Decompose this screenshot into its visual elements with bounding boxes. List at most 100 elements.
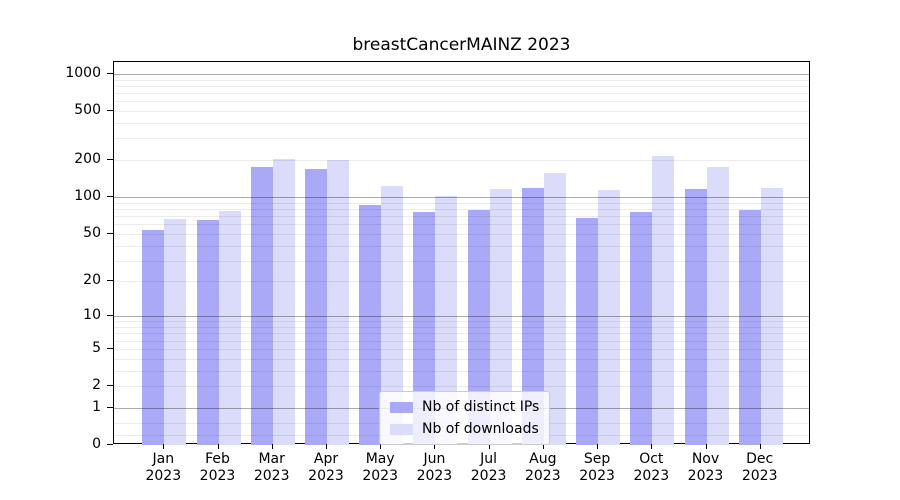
gridline (114, 358, 809, 360)
x-tick-label: Dec 2023 (741, 451, 778, 484)
gridline (114, 208, 809, 210)
bar-distinct-ips (576, 218, 599, 445)
plot-area (113, 61, 810, 445)
bar-distinct-ips (630, 212, 653, 445)
bar-downloads (272, 158, 295, 445)
legend-item-distinct-ips: Nb of distinct IPs (390, 398, 539, 416)
x-tick-label: Apr 2023 (308, 451, 344, 484)
bar-downloads (760, 188, 783, 445)
bar-distinct-ips (684, 189, 707, 445)
y-tick-label: 50 (83, 224, 101, 241)
gridline (114, 197, 809, 199)
gridline (114, 160, 809, 162)
x-tick-label: Jan 2023 (145, 451, 182, 484)
x-tick-mark (488, 444, 490, 449)
y-tick-label: 1 (92, 398, 101, 415)
y-tick-label: 500 (74, 102, 101, 118)
gridline (114, 202, 809, 204)
x-tick-mark (597, 444, 599, 449)
bar-distinct-ips (521, 187, 544, 445)
y-tick-mark (107, 280, 113, 282)
gridline (114, 101, 809, 103)
y-tick-label: 100 (74, 188, 101, 205)
x-tick-label: Jul 2023 (470, 451, 507, 484)
y-tick-label: 10 (83, 307, 101, 324)
bar-distinct-ips (413, 211, 436, 445)
gridline (114, 138, 809, 140)
bar-downloads (489, 189, 512, 445)
y-tick-mark (107, 406, 113, 408)
y-tick-mark (107, 72, 113, 74)
bar-downloads (706, 166, 729, 445)
x-tick-label: Oct 2023 (633, 451, 670, 484)
bar-downloads (598, 190, 621, 445)
x-tick-mark (542, 444, 544, 449)
gridline (114, 216, 809, 217)
gridline (114, 281, 809, 283)
legend-label-downloads: Nb of downloads (422, 421, 539, 437)
x-tick-mark (705, 444, 707, 449)
x-tick-mark (380, 444, 382, 449)
x-tick-label: Mar 2023 (253, 451, 290, 484)
gridline (114, 327, 809, 328)
y-tick-mark (107, 196, 113, 198)
y-tick-mark (107, 110, 113, 111)
y-tick-mark (107, 232, 113, 234)
y-tick-label: 2 (92, 377, 101, 393)
bar-distinct-ips (142, 229, 165, 445)
legend: Nb of distinct IPs Nb of downloads (379, 391, 551, 445)
gridline (114, 111, 809, 112)
x-tick-label: May 2023 (362, 451, 398, 484)
bar-downloads (218, 210, 241, 445)
gridline (114, 370, 809, 372)
x-tick-mark (163, 444, 165, 449)
y-tick-mark (107, 444, 113, 445)
y-tick-label: 200 (74, 151, 101, 168)
x-tick-label: Aug 2023 (524, 451, 561, 484)
y-tick-label: 20 (83, 272, 101, 289)
x-tick-mark (759, 444, 761, 449)
bar-distinct-ips (738, 209, 761, 445)
bar-distinct-ips (467, 210, 490, 445)
y-tick-mark (107, 385, 113, 386)
bar-downloads (381, 186, 404, 445)
x-tick-mark (434, 444, 436, 449)
bar-downloads (327, 160, 349, 445)
y-tick-mark (107, 159, 113, 161)
bar-distinct-ips (250, 166, 273, 445)
chart-title: breastCancerMAINZ 2023 (352, 35, 571, 55)
gridline (114, 79, 809, 81)
bar-distinct-ips (359, 204, 382, 445)
gridline (114, 321, 809, 323)
x-tick-label: Nov 2023 (687, 451, 724, 484)
gridline (114, 93, 809, 94)
y-tick-mark (107, 315, 113, 317)
gridline (114, 386, 809, 387)
legend-item-downloads: Nb of downloads (390, 420, 539, 438)
bar-downloads (652, 156, 675, 445)
bar-downloads (164, 219, 187, 445)
legend-label-distinct-ips: Nb of distinct IPs (422, 399, 540, 415)
x-tick-label: Sep 2023 (579, 451, 615, 484)
gridline (114, 348, 809, 350)
gridline (114, 245, 809, 247)
gridline (114, 340, 809, 342)
x-tick-label: Feb 2023 (199, 451, 236, 484)
gridline (114, 260, 809, 262)
y-tick-label: 1000 (65, 64, 101, 81)
legend-swatch-downloads (390, 423, 413, 435)
gridline (114, 224, 809, 226)
bar-distinct-ips (196, 219, 219, 445)
bar-downloads (543, 172, 566, 445)
gridline (114, 73, 809, 75)
gridline (114, 123, 809, 124)
gridline (114, 333, 809, 335)
y-tick-label: 5 (92, 339, 101, 356)
gridline (114, 233, 809, 235)
bar-downloads (435, 196, 458, 445)
bar-distinct-ips (305, 168, 327, 445)
x-tick-label: Jun 2023 (416, 451, 453, 484)
legend-swatch-distinct-ips (390, 401, 413, 413)
gridline (114, 316, 809, 318)
